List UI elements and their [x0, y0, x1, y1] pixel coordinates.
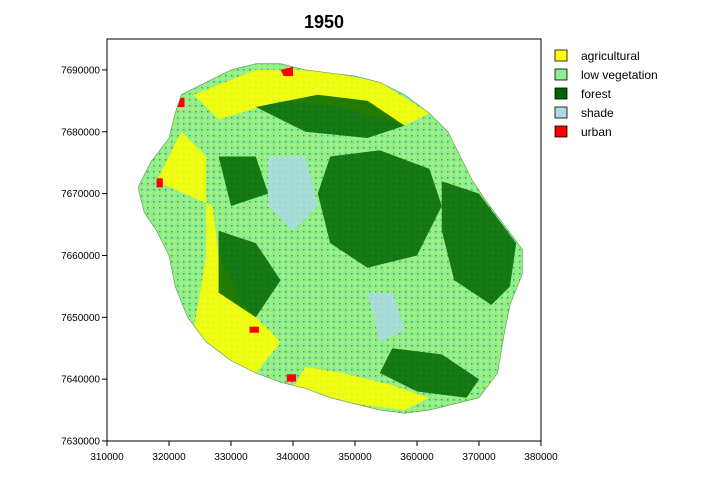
zone-forest	[379, 348, 479, 398]
x-tick-label: 350000	[338, 452, 372, 463]
legend-swatch-urban	[554, 125, 568, 138]
zone-forest	[441, 181, 517, 305]
zone-agricultural	[293, 366, 430, 411]
zone-forest	[218, 230, 281, 318]
y-tick-label: 7680000	[61, 127, 100, 138]
y-tick-label: 7690000	[61, 65, 100, 76]
legend-swatch-low-vegetation	[554, 68, 568, 81]
legend-label-agricultural: agricultural	[581, 49, 640, 63]
zone-urban	[156, 178, 163, 188]
zone-urban	[249, 326, 259, 333]
map-title: 1950	[304, 12, 344, 32]
y-tick-label: 7660000	[61, 251, 100, 262]
x-tick-label: 320000	[152, 452, 186, 463]
legend-swatch-forest	[554, 87, 568, 100]
x-tick-label: 370000	[462, 452, 496, 463]
legend-swatch-agricultural	[554, 49, 568, 62]
island-zones	[138, 63, 523, 414]
legend-label-shade: shade	[581, 106, 614, 120]
y-tick-label: 7670000	[61, 189, 100, 200]
zone-urban	[286, 374, 297, 382]
zone-urban	[280, 66, 293, 77]
zone-forest	[255, 94, 405, 138]
x-tick-label: 380000	[524, 452, 558, 463]
island-outline	[137, 63, 523, 414]
y-tick-label: 7630000	[61, 437, 100, 448]
y-tick-label: 7650000	[61, 313, 100, 324]
x-tick-label: 330000	[214, 452, 248, 463]
legend-label-forest: forest	[581, 87, 612, 101]
legend-label-low-vegetation: low vegetation	[581, 68, 658, 82]
map-layers	[137, 63, 523, 414]
legend-swatch-shade	[554, 106, 568, 119]
zone-shade	[268, 156, 318, 231]
x-tick-label: 310000	[90, 452, 124, 463]
y-axis: 7630000 7640000 7650000 7660000 7670000 76800…	[61, 65, 107, 448]
x-axis: 310000 320000 330000 340000 350000 360000 3700…	[90, 441, 558, 463]
zone-forest	[317, 150, 442, 268]
zone-forest	[218, 156, 269, 206]
plot-frame	[106, 38, 542, 442]
x-tick-label: 360000	[400, 452, 434, 463]
legend: agricultural low vegetation forest shade urb…	[554, 49, 658, 139]
y-tick-label: 7640000	[61, 375, 100, 386]
zone-shade	[367, 292, 405, 342]
legend-label-urban: urban	[581, 125, 612, 139]
x-tick-label: 340000	[276, 452, 310, 463]
